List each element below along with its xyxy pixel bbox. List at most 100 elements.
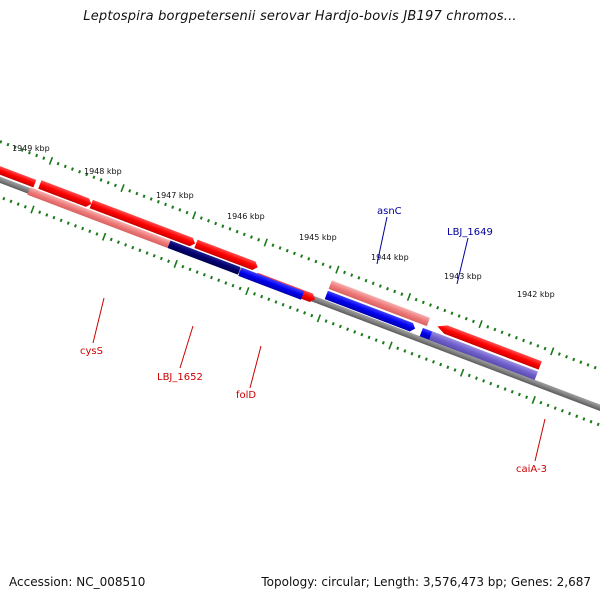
scale-labels: 1949 kbp 1948 kbp 1947 kbp 1946 kbp 1945… (12, 144, 555, 299)
minor-tick (393, 289, 397, 294)
gene-arrow-caiA-3[interactable] (436, 322, 542, 370)
major-tick (173, 259, 178, 268)
leader-line-asnC (376, 216, 388, 265)
minor-tick (464, 316, 468, 321)
minor-tick (575, 414, 579, 419)
minor-tick (242, 232, 246, 237)
minor-tick (9, 199, 13, 204)
minor-tick (171, 205, 175, 209)
topology-summary: Topology: circular; Length: 3,576,473 bp… (261, 575, 591, 589)
gene-arrow-asnC-partner[interactable] (328, 280, 430, 327)
minor-tick (70, 167, 74, 171)
gene-arrow-folD[interactable] (238, 267, 305, 300)
minor-tick (367, 335, 371, 340)
minor-tick (78, 170, 82, 174)
minor-tick (346, 327, 350, 331)
minor-tick (303, 311, 307, 315)
outer-tick-marks (0, 140, 597, 370)
minor-tick (185, 210, 189, 215)
minor-tick (16, 202, 20, 206)
minor-tick (0, 140, 3, 144)
minor-tick (85, 172, 89, 177)
minor-tick (288, 305, 292, 310)
gene-arrow-caiA-3-shadow[interactable] (429, 331, 538, 380)
minor-tick (557, 352, 561, 356)
minor-tick (238, 286, 242, 291)
minor-tick (400, 292, 404, 296)
minor-tick (210, 275, 213, 280)
major-tick (120, 184, 125, 193)
minor-tick (142, 194, 146, 199)
minor-tick (471, 319, 475, 324)
minor-tick (429, 303, 432, 307)
minor-tick (439, 362, 443, 367)
minor-tick (52, 215, 56, 220)
minor-tick (135, 191, 139, 196)
minor-tick (188, 267, 192, 272)
minor-tick (300, 254, 304, 258)
minor-tick (178, 208, 182, 212)
minor-tick (249, 235, 253, 239)
minor-tick (35, 153, 39, 158)
minor-tick (310, 313, 314, 318)
minor-tick (63, 164, 67, 169)
minor-tick (417, 354, 421, 359)
minor-tick (124, 243, 128, 247)
minor-tick (331, 322, 335, 326)
major-tick (388, 341, 393, 350)
gene-arrow-folD-upper[interactable] (194, 239, 259, 272)
minor-tick (378, 284, 382, 288)
gene-arrow-cysS[interactable] (27, 187, 171, 249)
minor-tick (386, 286, 389, 291)
minor-tick (582, 417, 586, 421)
leader-line-caiA-3 (534, 418, 546, 462)
gene-arrow-cysS-upper[interactable] (38, 180, 93, 208)
minor-tick (503, 387, 507, 391)
gene-arrow-LBJ_1652[interactable] (167, 240, 241, 275)
inner-tick-marks (2, 196, 600, 427)
gene-label-asnC: asnC (377, 206, 402, 217)
gene-arrow-asnC[interactable] (324, 290, 417, 333)
minor-tick (149, 197, 153, 201)
gene-label-cysS: cysS (80, 346, 103, 357)
minor-tick (195, 270, 199, 274)
minor-tick (281, 302, 285, 307)
minor-tick (45, 213, 49, 217)
minor-tick (95, 232, 99, 236)
minor-tick (231, 283, 235, 288)
minor-tick (467, 373, 471, 378)
minor-tick (421, 300, 425, 305)
scale-label: 1942 kbp (517, 290, 555, 299)
minor-tick (343, 270, 347, 275)
major-tick (478, 320, 483, 329)
minor-tick (432, 360, 435, 364)
minor-tick (199, 216, 203, 220)
minor-tick (152, 253, 156, 258)
scale-label: 1944 kbp (371, 253, 409, 262)
minor-tick (38, 210, 42, 214)
minor-tick (292, 251, 296, 256)
minor-tick (568, 411, 572, 416)
minor-tick (164, 202, 168, 207)
minor-tick (514, 335, 518, 340)
leader-line-LBJ_1649 (456, 237, 469, 285)
major-tick (245, 287, 250, 296)
minor-tick (20, 148, 24, 152)
minor-tick (59, 218, 63, 223)
minor-tick (253, 292, 256, 296)
minor-tick (565, 354, 569, 359)
major-tick (316, 314, 322, 323)
minor-tick (13, 145, 17, 150)
minor-tick (589, 419, 593, 424)
major-tick (459, 368, 465, 377)
minor-tick (113, 183, 117, 188)
minor-tick (446, 365, 450, 370)
minor-tick (443, 308, 447, 313)
minor-tick (271, 243, 275, 247)
gene-arrow-lead[interactable] (0, 153, 37, 188)
minor-tick (156, 199, 160, 204)
scale-label: 1948 kbp (84, 167, 122, 176)
leader-line-folD (249, 345, 262, 389)
gene-arrow-LBJ_1652-upper[interactable] (89, 199, 197, 248)
